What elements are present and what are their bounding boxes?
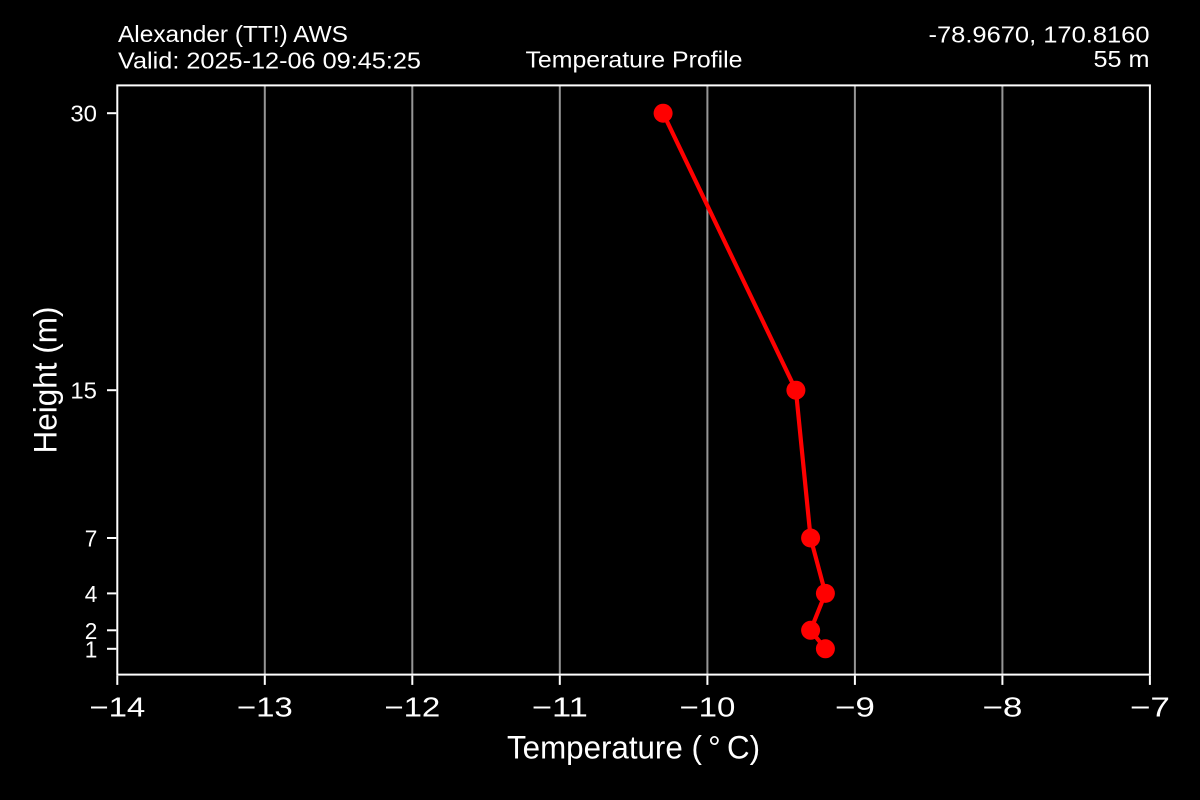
svg-text:−8: −8 [982,692,1022,723]
svg-text:1: 1 [85,636,98,662]
svg-text:7: 7 [85,526,98,552]
svg-text:2: 2 [85,618,98,644]
svg-text:−7: −7 [1130,692,1170,723]
svg-text:Temperature Profile: Temperature Profile [526,47,743,73]
svg-text:15: 15 [70,378,97,404]
svg-text:Alexander (TT!) AWS: Alexander (TT!) AWS [118,21,348,47]
svg-text:−10: −10 [679,692,735,723]
svg-text:-78.9670, 170.8160: -78.9670, 170.8160 [929,21,1150,47]
svg-text:−9: −9 [835,692,875,723]
svg-text:−12: −12 [384,692,440,723]
svg-text:Valid: 2025-12-06 09:45:25: Valid: 2025-12-06 09:45:25 [118,47,421,73]
svg-text:−14: −14 [89,692,145,723]
svg-text:−13: −13 [237,692,293,723]
svg-text:Temperature ( ° C): Temperature ( ° C) [507,730,760,766]
svg-text:4: 4 [85,581,98,607]
svg-text:30: 30 [70,101,97,127]
svg-text:55 m: 55 m [1094,46,1150,72]
svg-text:−11: −11 [532,692,588,723]
svg-text:Height (m): Height (m) [27,307,63,454]
